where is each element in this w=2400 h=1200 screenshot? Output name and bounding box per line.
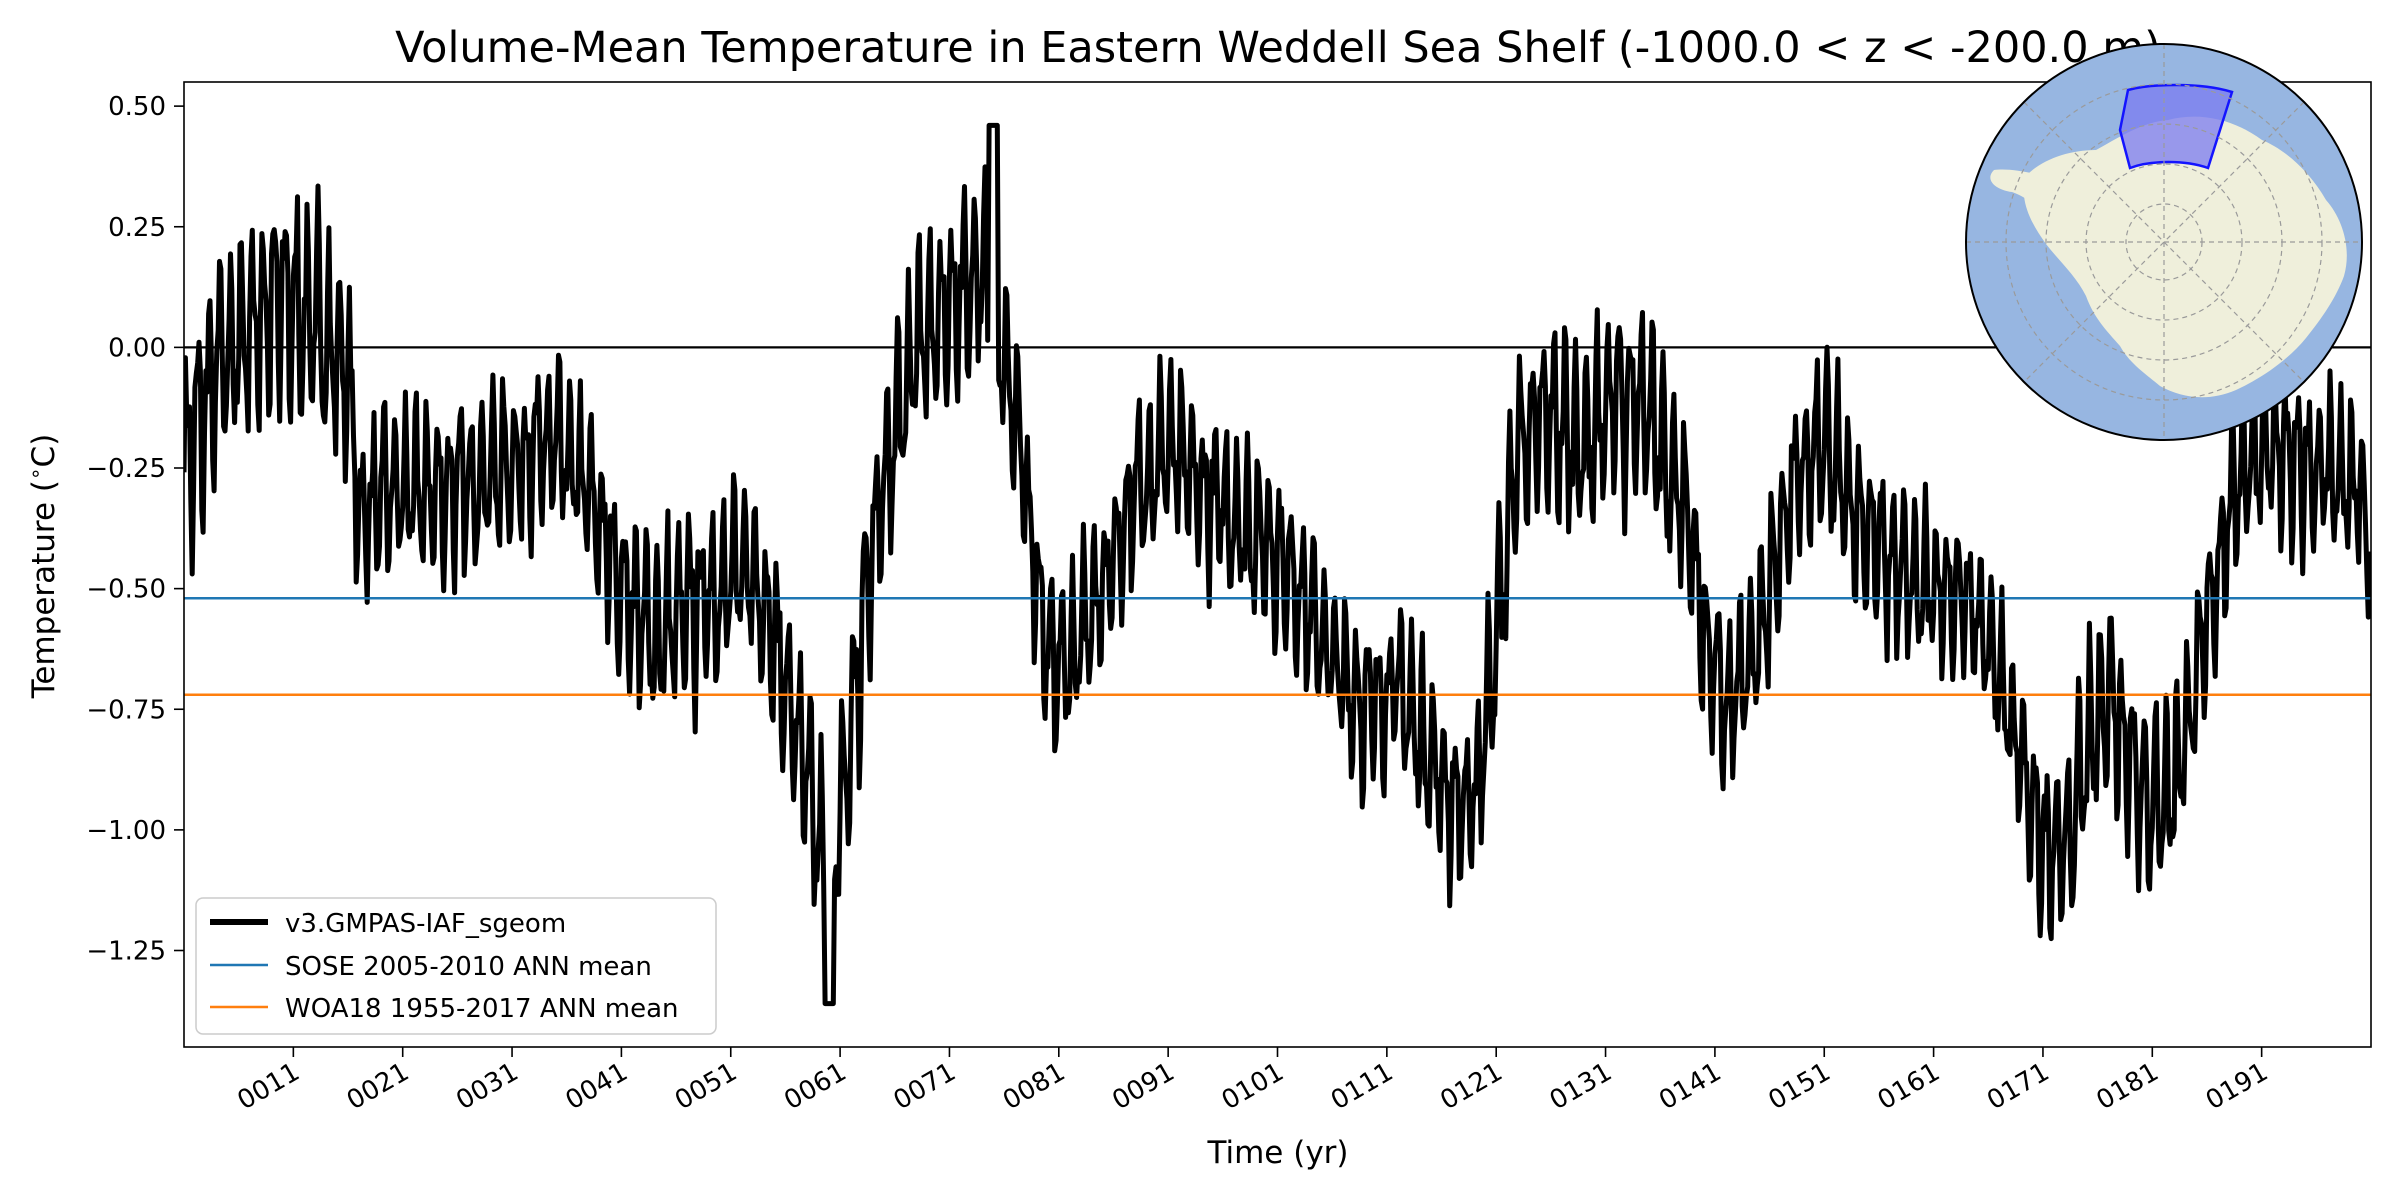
legend-label-woa18: WOA18 1955-2017 ANN mean: [285, 994, 679, 1024]
series-line-model: [184, 122, 2371, 1007]
inset-map: [1965, 43, 2363, 441]
y-tick-label: −1.25: [86, 937, 166, 967]
y-tick-label: 0.00: [108, 333, 166, 363]
map-weddell-region: [2118, 83, 2234, 170]
chart-title: Volume-Mean Temperature in Eastern Wedde…: [395, 23, 2161, 73]
series-layer: [184, 122, 2371, 1007]
y-axis-label-unit: C): [26, 434, 62, 468]
y-tick-label: −0.25: [86, 454, 166, 484]
y-axis-label: Temperature (∘C): [23, 434, 62, 700]
map-border: [1965, 43, 2363, 441]
legend-box: [195, 897, 717, 1035]
legend: v3.GMPAS-IAF_sgeom SOSE 2005-2010 ANN me…: [195, 897, 717, 1035]
y-tick-label: −1.00: [86, 816, 166, 846]
map-graticule: [1966, 44, 2362, 440]
y-tick-label: 0.25: [108, 213, 166, 243]
legend-label-model: v3.GMPAS-IAF_sgeom: [285, 909, 566, 939]
y-axis: 0.50 0.25 0.00 −0.25 −0.50 −0.75 −1.00 −1.25: [86, 92, 184, 967]
map-antarctica: [2024, 116, 2347, 398]
x-axis-label: Time (yr): [1207, 1135, 1349, 1171]
y-tick-label: −0.50: [86, 575, 166, 605]
map-antarctic-peninsula: [1990, 169, 2044, 212]
y-axis-label-degree: ∘: [23, 467, 47, 480]
y-tick-label: 0.50: [108, 92, 166, 122]
legend-label-sose: SOSE 2005-2010 ANN mean: [285, 952, 652, 982]
y-tick-label: −0.75: [86, 695, 166, 725]
y-axis-label-text: Temperature (: [26, 480, 62, 699]
